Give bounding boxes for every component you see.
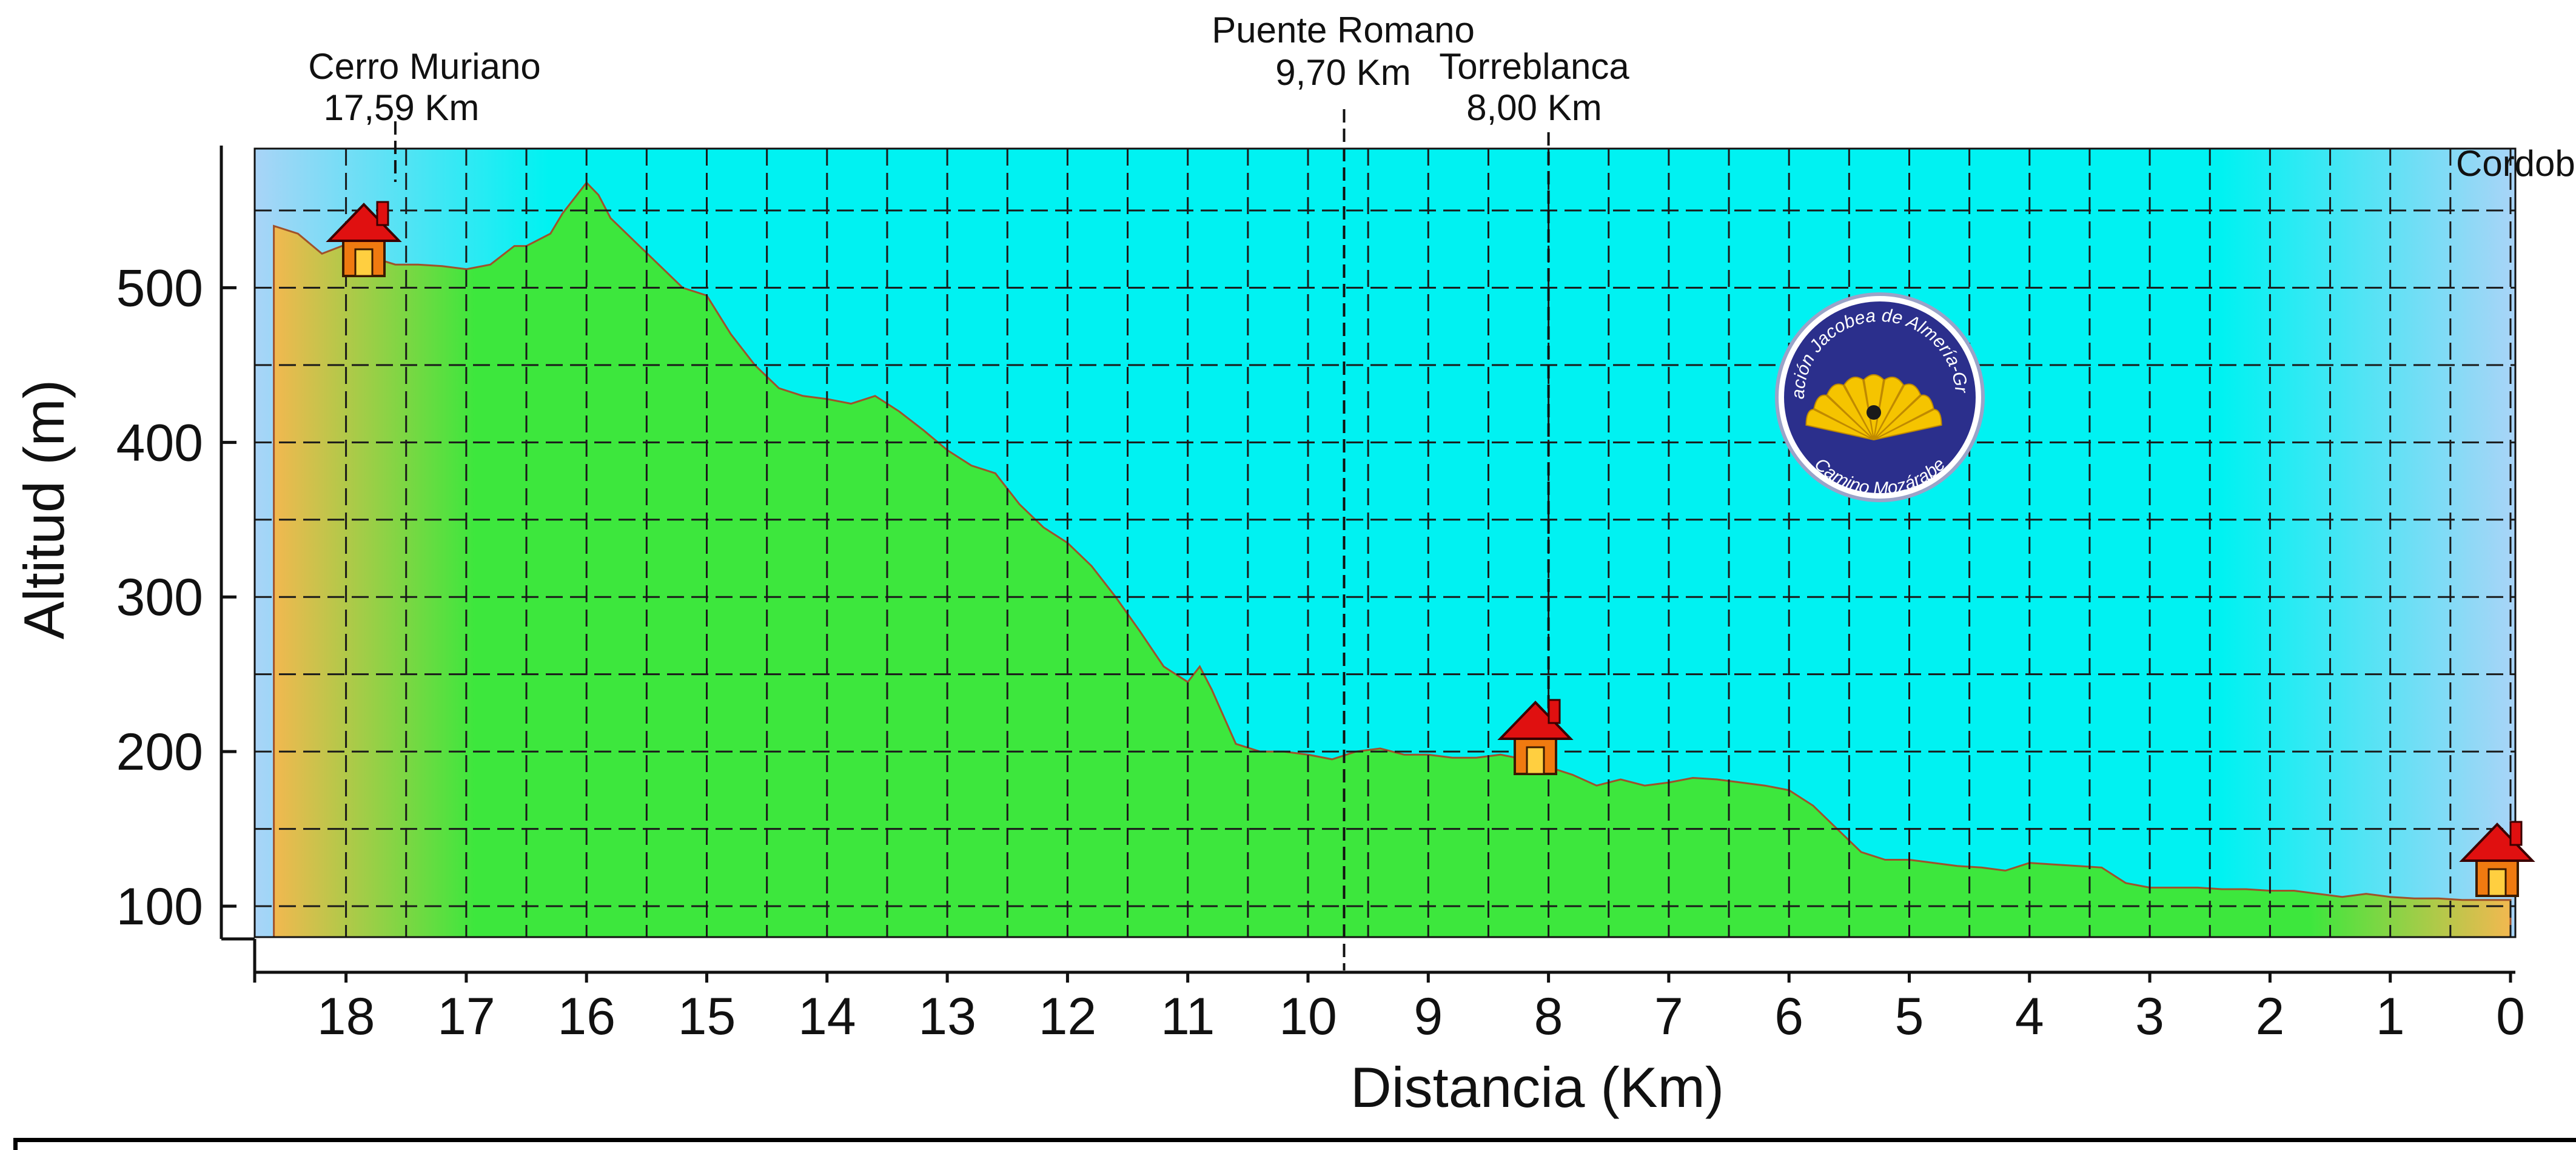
x-tick-label: 12 — [1039, 987, 1097, 1046]
waypoint-name: Puente Romano — [1212, 10, 1475, 50]
x-tick-label: 8 — [1534, 987, 1563, 1046]
x-tick-label: 6 — [1774, 987, 1803, 1046]
house-markers — [326, 201, 2535, 897]
shell-ray — [1826, 383, 1874, 440]
waypoint-lines — [394, 109, 1550, 970]
x-tick-label: 1 — [2376, 987, 2405, 1046]
x-tick-label: 7 — [1654, 987, 1683, 1046]
x-tick-label: 5 — [1895, 987, 1924, 1046]
shell-ray — [1873, 376, 1904, 440]
x-tick-label: 9 — [1414, 987, 1443, 1046]
waypoint-distance: 17,59 Km — [324, 87, 480, 128]
house-door — [1526, 746, 1545, 775]
house-door — [354, 248, 374, 277]
x-tick-label: 13 — [918, 987, 976, 1046]
shell-ray — [1813, 394, 1874, 440]
shell-ray — [1843, 376, 1874, 440]
grid-lines — [255, 149, 2515, 937]
x-tick-label: 16 — [557, 987, 615, 1046]
x-tick-label: 4 — [2015, 987, 2044, 1046]
x-tick-label: 15 — [678, 987, 736, 1046]
pilgrim-figure — [1867, 405, 1881, 420]
waypoint-name: Cordob — [2456, 143, 2575, 184]
y-tick-label: 400 — [116, 414, 204, 472]
x-tick-label: 3 — [2135, 987, 2164, 1046]
waypoint-name: Cerro Muriano — [308, 46, 540, 87]
shell-ray — [1873, 383, 1922, 440]
x-tick-label: 17 — [437, 987, 495, 1046]
house-icon — [1497, 699, 1574, 775]
y-axis-title: Altitud (m) — [12, 380, 76, 639]
house-icon — [2459, 821, 2535, 897]
axes — [220, 146, 2515, 983]
x-tick-label: 10 — [1279, 987, 1337, 1046]
x-axis-title: Distancia (Km) — [1350, 1055, 1724, 1119]
waypoint-distance: 8,00 Km — [1466, 87, 1602, 128]
y-tick-labels: 100 200 300 400 500 — [116, 259, 204, 936]
shell-ray — [1873, 394, 1934, 440]
house-chimney — [1548, 699, 1561, 724]
plot-frame — [253, 147, 2517, 938]
shell-ray — [1805, 408, 1874, 440]
info-table-top-border — [13, 1138, 2576, 1150]
x-tick-label: 18 — [317, 987, 375, 1046]
shell-ray — [1873, 408, 1942, 440]
y-tick-label: 300 — [116, 568, 204, 627]
house-chimney — [376, 201, 389, 226]
x-tick-labels: 18 17 16 15 14 13 12 11 10 9 8 7 6 5 4 3 2 1 0 — [317, 987, 2525, 1046]
scallop-shell-icon — [1805, 374, 1942, 440]
x-tick-label: 14 — [798, 987, 856, 1046]
waypoint-name: Torreblanca — [1439, 46, 1629, 87]
y-tick-label: 500 — [116, 259, 204, 317]
house-chimney — [2509, 821, 2523, 846]
x-tick-label: 0 — [2496, 987, 2525, 1046]
x-tick-label: 2 — [2255, 987, 2284, 1046]
y-tick-label: 200 — [116, 723, 204, 781]
y-tick-label: 100 — [116, 878, 204, 936]
house-door — [2487, 868, 2507, 897]
waypoint-distance: 9,70 Km — [1275, 52, 1410, 93]
house-icon — [326, 201, 402, 277]
x-tick-label: 11 — [1161, 987, 1215, 1046]
